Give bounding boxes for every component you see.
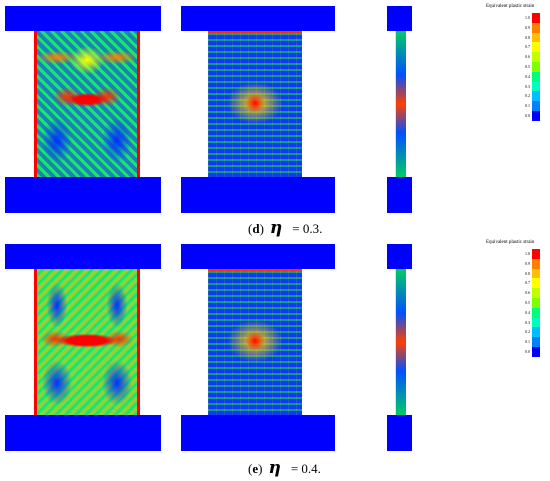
legend-tick-label: 0.3 — [525, 83, 530, 89]
strain-field-front — [34, 31, 140, 177]
legend-color-segment — [532, 278, 540, 289]
legend-color-segment — [532, 249, 540, 259]
edge-view-d — [386, 0, 416, 215]
bottom-plate — [181, 177, 335, 213]
strain-field-front — [34, 269, 140, 415]
color-scale — [532, 13, 540, 121]
front-view-d — [0, 0, 170, 215]
legend-color-segment — [532, 13, 540, 23]
legend-color-segment — [532, 22, 540, 33]
legend-tick-label: 0.1 — [525, 339, 530, 345]
legend-title: Equivalent plastic strain — [486, 4, 535, 9]
panel-e: (e) η = 0.4. Equivalent plastic strain 1.0… — [0, 240, 550, 480]
bottom-plate — [5, 415, 161, 451]
legend-color-segment — [532, 42, 540, 53]
top-plate — [387, 244, 412, 269]
bottom-plate — [5, 177, 161, 213]
legend-color-segment — [532, 317, 540, 328]
legend-color-segment — [532, 101, 540, 111]
caption-e: (e) η = 0.4. — [248, 458, 321, 478]
caption-d: (d) η = 0.3. — [248, 218, 323, 238]
legend-color-segment — [532, 71, 540, 82]
top-plate — [181, 6, 335, 31]
legend-tick-label: 0.8 — [525, 270, 530, 276]
strain-field-edge — [395, 31, 406, 177]
color-scale — [532, 249, 540, 357]
legend-tick-label: 1.0 — [525, 15, 530, 20]
edge-view-e — [386, 240, 416, 455]
legend-tick-label: 0.5 — [525, 64, 530, 69]
bottom-plate — [387, 177, 412, 213]
legend-title: Equivalent plastic strain — [486, 240, 535, 245]
legend-color-segment — [532, 327, 540, 338]
legend-color-segment — [532, 337, 540, 347]
side-view-e — [178, 240, 338, 455]
legend-tick-label: 0.0 — [525, 113, 530, 118]
legend-tick-label: 0.7 — [525, 44, 530, 50]
legend-tick-label: 0.9 — [525, 24, 530, 30]
legend-color-segment — [532, 347, 540, 357]
legend-e: Equivalent plastic strain 1.0 0.9 0.8 0.7 0.… — [476, 240, 550, 370]
legend-color-segment — [532, 258, 540, 269]
legend-tick-label: 0.4 — [525, 309, 530, 315]
legend-tick-label: 0.9 — [525, 260, 530, 266]
panel-d: (d) η = 0.3. Equivalent plastic strain 1.0… — [0, 0, 550, 240]
legend-tick-label: 1.0 — [525, 251, 530, 256]
legend-tick-label: 0.8 — [525, 34, 530, 40]
top-plate — [387, 6, 412, 31]
legend-tick-label: 0.3 — [525, 319, 530, 325]
legend-tick-label: 0.2 — [525, 329, 530, 335]
legend-color-segment — [532, 91, 540, 102]
bottom-plate — [387, 415, 412, 451]
legend-tick-label: 0.1 — [525, 103, 530, 109]
legend-color-segment — [532, 288, 540, 298]
strain-field-edge — [395, 269, 406, 415]
legend-tick-label: 0.6 — [525, 290, 530, 296]
top-plate — [181, 244, 335, 269]
legend-tick-label: 0.6 — [525, 54, 530, 60]
legend-color-segment — [532, 81, 540, 92]
legend-color-segment — [532, 52, 540, 62]
legend-tick-label: 0.2 — [525, 93, 530, 99]
legend-tick-label: 0.4 — [525, 73, 530, 79]
legend-color-segment — [532, 32, 540, 43]
legend-d: Equivalent plastic strain 1.0 0.9 0.8 0.7 0.… — [476, 4, 550, 134]
strain-field-side — [208, 31, 302, 181]
legend-color-segment — [532, 307, 540, 318]
legend-tick-label: 0.7 — [525, 280, 530, 286]
side-view-d — [178, 0, 338, 215]
bottom-plate — [181, 415, 335, 451]
legend-color-segment — [532, 62, 540, 72]
legend-tick-label: 0.5 — [525, 300, 530, 305]
legend-tick-label: 0.0 — [525, 349, 530, 354]
strain-field-side — [208, 269, 302, 419]
top-plate — [5, 6, 161, 31]
legend-color-segment — [532, 268, 540, 279]
front-view-e — [0, 240, 170, 455]
top-plate — [5, 244, 161, 269]
legend-color-segment — [532, 298, 540, 308]
legend-color-segment — [532, 111, 540, 121]
